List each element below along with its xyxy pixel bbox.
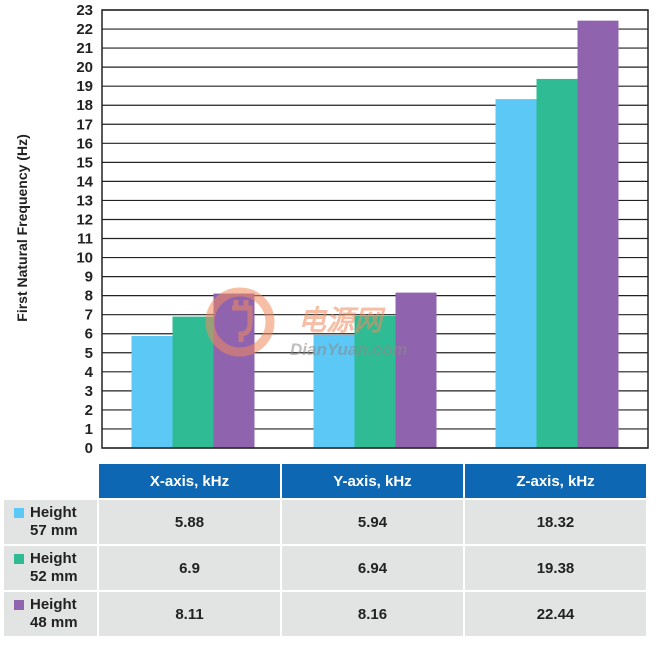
y-tick-label: 12 — [76, 211, 93, 228]
watermark-brand: 电源网 — [298, 305, 386, 336]
watermark-ring-icon — [205, 287, 275, 357]
table-corner — [4, 464, 97, 498]
bar — [354, 315, 396, 448]
series-label: Height 57 mm — [30, 504, 78, 539]
y-tick-label: 14 — [76, 173, 93, 190]
y-tick-label: 13 — [76, 192, 93, 209]
bar — [536, 78, 578, 449]
y-tick-label: 18 — [76, 97, 93, 114]
y-tick-label: 9 — [85, 269, 93, 286]
watermark-site: DianYuan.com — [290, 340, 407, 359]
y-tick-label: 15 — [76, 154, 93, 171]
series-legend-cell: Height 52 mm — [4, 546, 97, 590]
y-tick-label: 3 — [85, 383, 93, 400]
y-tick-label: 21 — [76, 40, 93, 57]
series-legend-cell: Height 48 mm — [4, 592, 97, 636]
table-row: Height 48 mm 8.11 8.16 22.44 — [4, 592, 646, 636]
table-cell: 8.16 — [282, 592, 463, 636]
y-tick-label: 5 — [85, 345, 93, 362]
table-row: Height 57 mm 5.88 5.94 18.32 — [4, 500, 646, 544]
table-cell: 22.44 — [465, 592, 646, 636]
table-cell: 19.38 — [465, 546, 646, 590]
legend-swatch — [14, 600, 24, 610]
y-tick-label: 8 — [85, 288, 93, 305]
table-cell: 5.88 — [99, 500, 280, 544]
table-header-row: X-axis, kHz Y-axis, kHz Z-axis, kHz — [4, 464, 646, 498]
y-tick-label: 10 — [76, 250, 93, 267]
series-label: Height 48 mm — [30, 596, 78, 631]
y-tick-label: 7 — [85, 307, 93, 324]
y-tick-label: 11 — [77, 231, 93, 248]
legend-swatch — [14, 554, 24, 564]
y-tick-label: 4 — [85, 364, 94, 381]
y-tick-label: 6 — [85, 326, 93, 343]
y-tick-label: 1 — [85, 421, 93, 438]
column-header: Z-axis, kHz — [465, 464, 646, 498]
plug-icon — [232, 300, 253, 342]
series-label: Height 52 mm — [30, 550, 78, 585]
watermark-logo: 电源网 DianYuan.com — [205, 287, 407, 359]
bar — [577, 20, 619, 449]
y-tick-label: 19 — [76, 78, 93, 95]
y-axis-label: First Natural Frequency (Hz) — [14, 134, 30, 321]
table-row: Height 52 mm 6.9 6.94 19.38 — [4, 546, 646, 590]
bar — [313, 334, 355, 448]
data-table: X-axis, kHz Y-axis, kHz Z-axis, kHz Heig… — [2, 462, 648, 638]
y-tick-label: 0 — [85, 440, 93, 457]
plot-frame — [101, 9, 649, 449]
bar — [395, 292, 437, 448]
y-tick-label: 16 — [76, 135, 93, 152]
table-cell: 5.94 — [282, 500, 463, 544]
bar — [495, 99, 537, 449]
bar — [172, 316, 214, 448]
table-cell: 8.11 — [99, 592, 280, 636]
series-legend-cell: Height 57 mm — [4, 500, 97, 544]
table-cell: 6.94 — [282, 546, 463, 590]
y-tick-label: 2 — [85, 402, 93, 419]
y-tick-label: 17 — [76, 116, 93, 133]
legend-swatch — [14, 508, 24, 518]
table-cell: 6.9 — [99, 546, 280, 590]
y-tick-label: 23 — [76, 2, 93, 19]
table-cell: 18.32 — [465, 500, 646, 544]
y-tick-label: 20 — [76, 59, 93, 76]
column-header: Y-axis, kHz — [282, 464, 463, 498]
bars — [131, 20, 619, 449]
bar — [131, 336, 173, 448]
column-header: X-axis, kHz — [99, 464, 280, 498]
y-tick-label: 22 — [76, 21, 93, 38]
